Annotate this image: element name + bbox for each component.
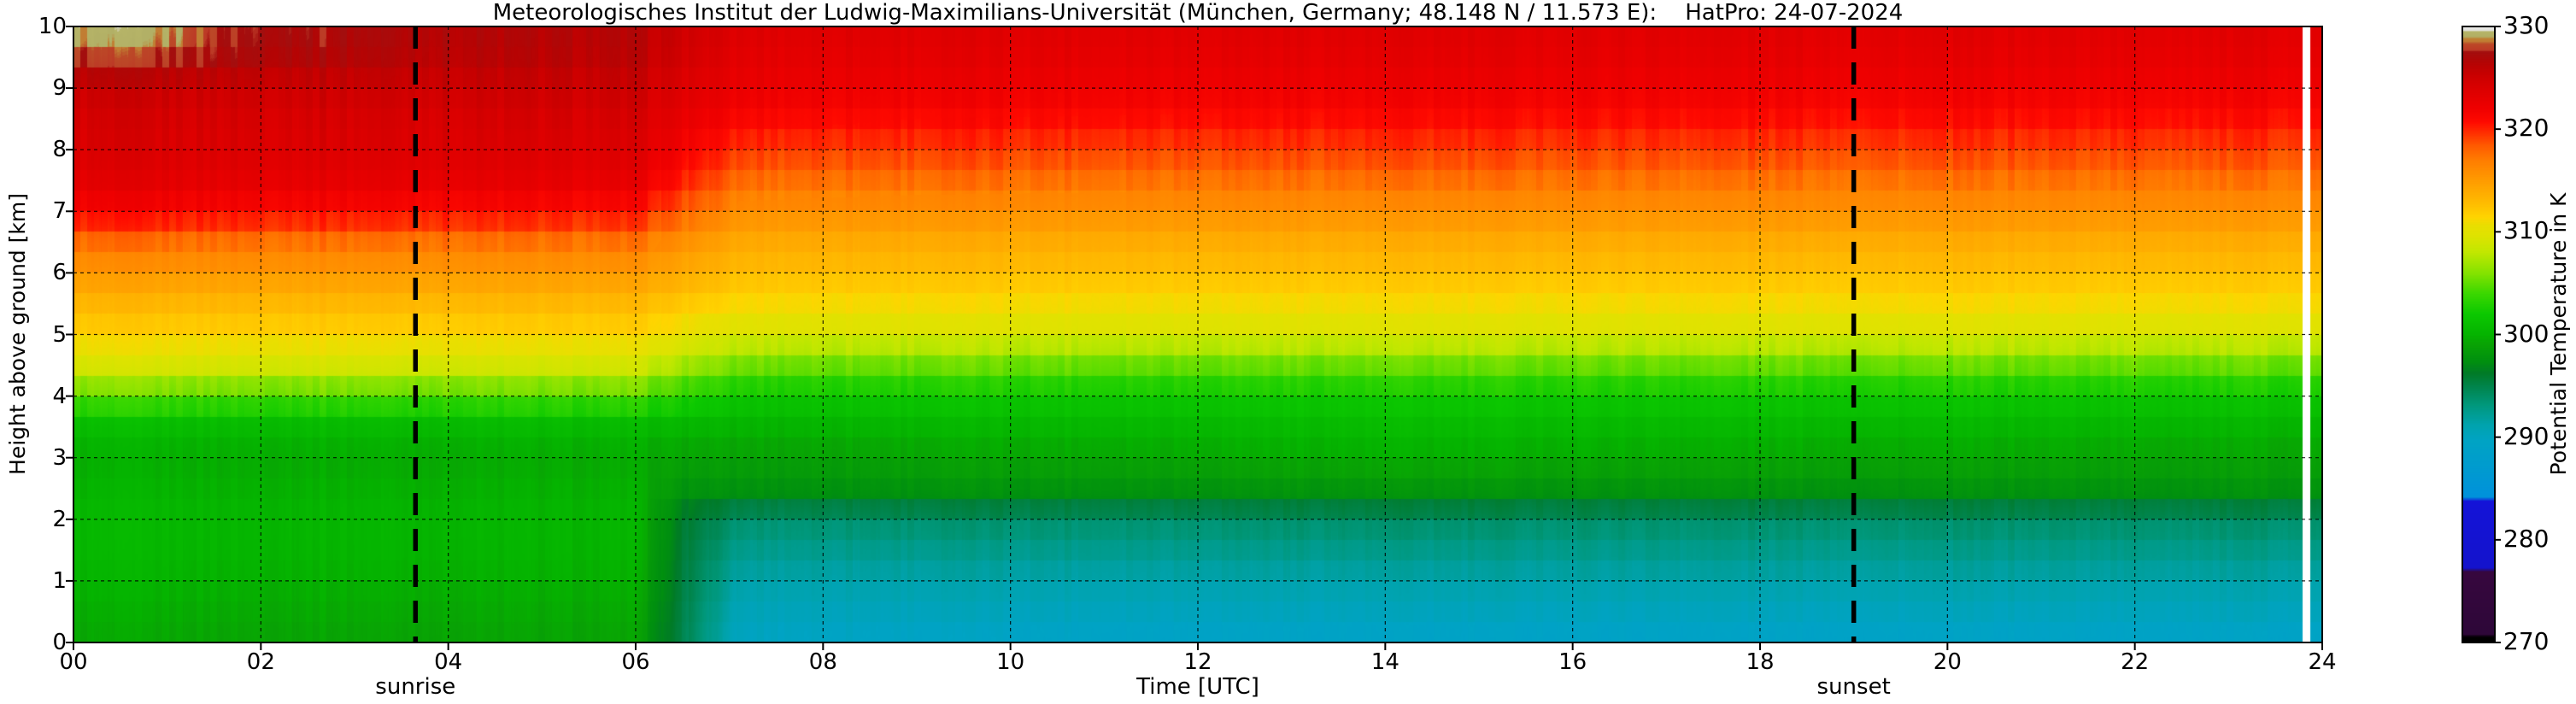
x-tick-label: 10	[996, 649, 1025, 675]
x-tick-label: 08	[808, 649, 837, 675]
colorbar-tick-label: 320	[2503, 114, 2550, 143]
y-tick-label: 10	[38, 14, 67, 39]
x-tick-label: 20	[1933, 649, 1962, 675]
colorbar-tick-label: 270	[2503, 627, 2550, 655]
heatmap-canvas	[73, 26, 2322, 642]
y-tick-label: 9	[52, 75, 67, 102]
y-tick-label: 7	[52, 198, 67, 225]
x-tick-label: 14	[1370, 649, 1399, 675]
y-tick-label: 8	[52, 137, 67, 163]
x-tick-label: 22	[2121, 649, 2150, 675]
y-tick-label: 1	[52, 567, 67, 594]
colorbar-tick-label: 280	[2503, 524, 2550, 553]
x-tick-label: 18	[1746, 649, 1775, 675]
colorbar-tick-label: 310	[2503, 216, 2550, 245]
colorbar-tick-label: 290	[2503, 421, 2550, 450]
y-tick-label: 5	[52, 321, 67, 348]
plot-title: Meteorologisches Institut der Ludwig-Max…	[492, 0, 1904, 26]
x-tick-label: 16	[1558, 649, 1587, 675]
colorbar-tick-label: 330	[2503, 11, 2550, 39]
x-tick-label: 04	[434, 649, 463, 675]
x-tick-label: 06	[621, 649, 650, 675]
colorbar-label: Potential Temperature in K	[2546, 192, 2571, 476]
x-tick-label: 24	[2308, 649, 2337, 675]
x-tick-label: 12	[1183, 649, 1212, 675]
y-tick-label: 4	[52, 383, 67, 409]
sunrise-label: sunrise	[375, 674, 456, 700]
x-axis-label: Time [UTC]	[1136, 674, 1259, 700]
colorbar-tick-label: 300	[2503, 319, 2550, 348]
x-tick-label: 02	[246, 649, 275, 675]
x-tick-label: 00	[59, 649, 88, 675]
colorbar-canvas	[2462, 26, 2495, 642]
y-tick-label: 0	[52, 630, 67, 655]
sunset-label: sunset	[1816, 674, 1891, 700]
y-tick-label: 3	[52, 444, 67, 471]
y-tick-label: 6	[52, 260, 67, 286]
y-tick-label: 2	[52, 506, 67, 532]
